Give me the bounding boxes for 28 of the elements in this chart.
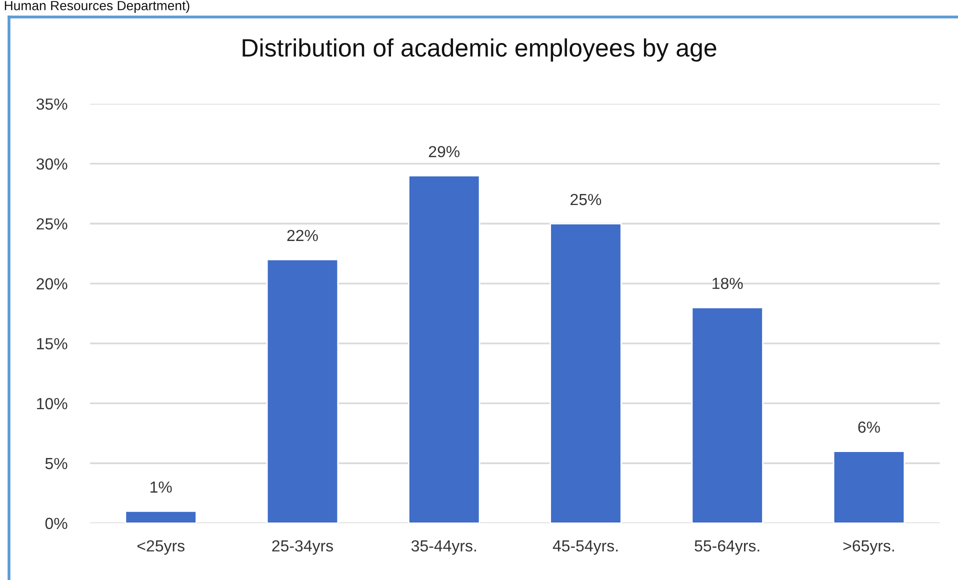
bar bbox=[832, 450, 906, 524]
bar bbox=[408, 175, 480, 524]
x-tick-label: 55-64yrs. bbox=[694, 540, 760, 555]
data-label: 1% bbox=[150, 482, 172, 493]
bar bbox=[124, 510, 197, 524]
x-tick-label: 35-44yrs. bbox=[411, 540, 476, 555]
bar bbox=[691, 306, 764, 524]
x-tick-label: 45-54yrs. bbox=[552, 540, 618, 555]
bar bbox=[550, 222, 622, 524]
bar bbox=[266, 258, 339, 524]
y-tick-label: 10% bbox=[37, 398, 68, 410]
y-tick-label: 15% bbox=[37, 338, 68, 350]
text: Human Resources Department) bbox=[4, 0, 190, 13]
data-label: 29% bbox=[428, 146, 460, 158]
y-tick-label: 25% bbox=[36, 218, 68, 230]
data-label: 6% bbox=[858, 422, 880, 433]
x-tick-label: 25-34yrs bbox=[272, 540, 333, 555]
y-tick-label: 35% bbox=[36, 98, 68, 110]
data-label: 25% bbox=[570, 194, 602, 206]
y-tick-label: 0% bbox=[45, 518, 68, 530]
data-label: 18% bbox=[712, 278, 743, 290]
y-tick-label: 30% bbox=[36, 158, 68, 170]
x-tick-label: <25yrs bbox=[137, 540, 184, 555]
y-tick-label: 20% bbox=[36, 278, 68, 290]
x-tick-label: >65yrs. bbox=[843, 540, 894, 555]
y-tick-label: 5% bbox=[45, 458, 68, 470]
data-label: 22% bbox=[287, 230, 318, 242]
chart-title: Distribution of academic employees by age bbox=[242, 38, 716, 62]
